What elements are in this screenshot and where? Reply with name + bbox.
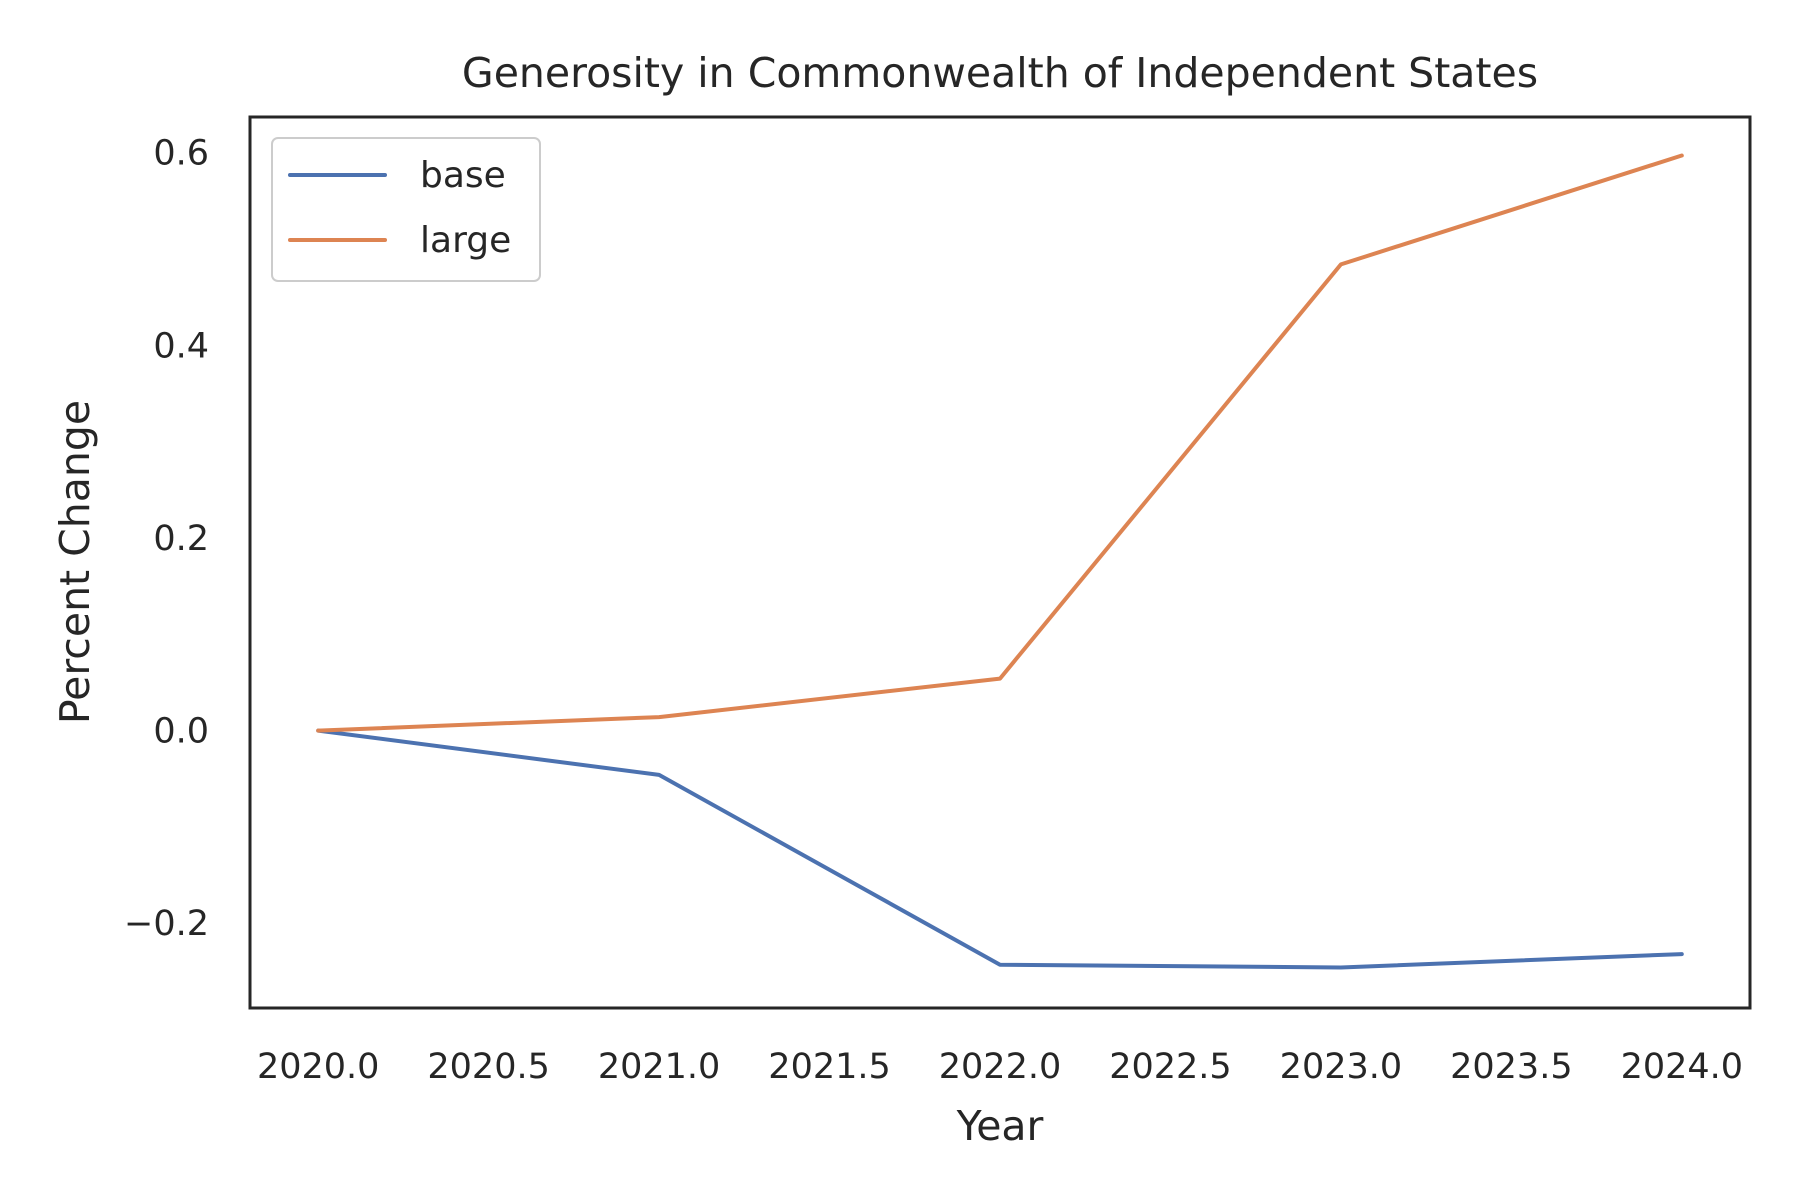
x-axis-ticks: 2020.0 2020.5 2021.0 2021.5 2022.0 2022.5 2023… <box>257 1047 1743 1087</box>
x-tick-label: 2020.0 <box>257 1047 379 1087</box>
chart-title: Generosity in Commonwealth of Independen… <box>462 49 1538 97</box>
x-axis-label: Year <box>956 1102 1044 1150</box>
x-tick-label: 2023.5 <box>1450 1047 1572 1087</box>
y-axis-ticks: −0.2 0.0 0.2 0.4 0.6 <box>124 134 209 945</box>
y-tick-label: −0.2 <box>124 904 209 944</box>
x-tick-label: 2022.5 <box>1109 1047 1231 1087</box>
x-tick-label: 2023.0 <box>1280 1047 1402 1087</box>
y-tick-label: 0.4 <box>153 326 209 366</box>
series-line-large <box>316 153 1684 733</box>
y-tick-label: 0.2 <box>153 519 209 559</box>
x-tick-label: 2020.5 <box>427 1047 549 1087</box>
legend-label-large: large <box>420 220 511 261</box>
legend-label-base: base <box>420 155 506 196</box>
x-tick-label: 2024.0 <box>1621 1047 1743 1087</box>
y-tick-label: 0.0 <box>153 712 209 752</box>
plot-area <box>316 153 1684 970</box>
x-tick-label: 2021.5 <box>768 1047 890 1087</box>
y-axis-label: Percent Change <box>51 400 99 724</box>
legend: base large <box>271 137 541 282</box>
series-line-base <box>316 728 1684 970</box>
y-tick-label: 0.6 <box>153 134 209 174</box>
x-tick-label: 2022.0 <box>939 1047 1061 1087</box>
x-tick-label: 2021.0 <box>598 1047 720 1087</box>
axes-frame <box>248 115 1752 1010</box>
